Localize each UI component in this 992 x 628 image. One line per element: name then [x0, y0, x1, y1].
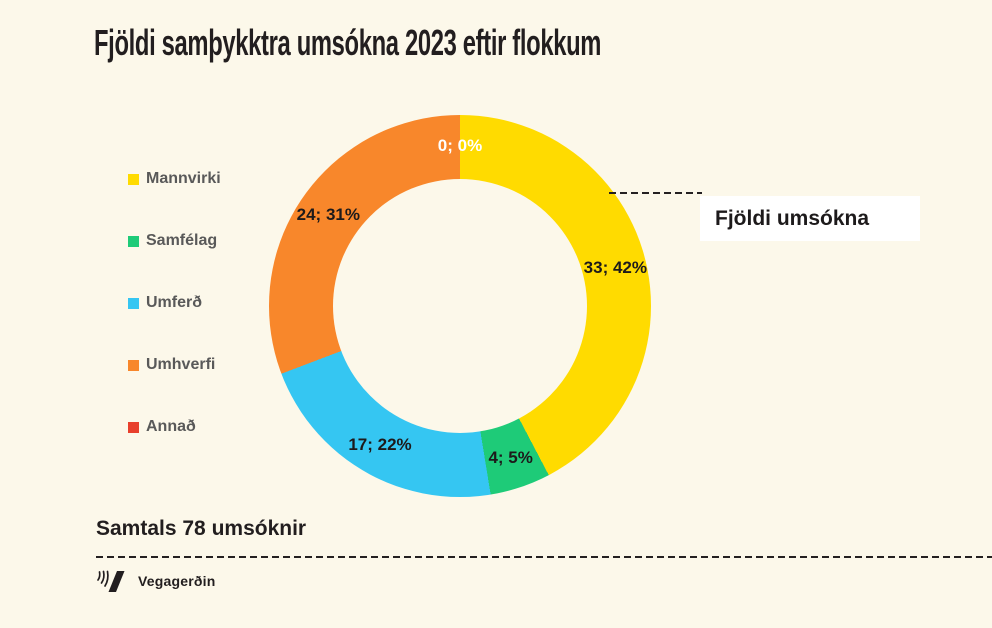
legend-item-annad: Annað [128, 418, 221, 435]
legend-label-annad: Annað [146, 418, 196, 435]
legend-swatch-umhverfi [128, 359, 139, 371]
legend-label-samfelag: Samfélag [146, 232, 218, 249]
legend-item-umhverfi: Umhverfi [128, 356, 221, 373]
legend-swatch-annad [128, 421, 139, 433]
slice-label-umferd: 17; 22% [348, 434, 412, 454]
legend-label-umhverfi: Umhverfi [146, 356, 216, 373]
footer-dash-line [96, 556, 992, 558]
legend-item-umferd: Umferð [128, 294, 221, 311]
total-label: Samtals 78 umsóknir [96, 517, 307, 540]
donut-hole [333, 179, 587, 433]
slice-label-annad: 0; 0% [437, 136, 483, 155]
legend-swatch-umferd [128, 297, 139, 309]
donut-ring [269, 115, 651, 497]
callout-box: Fjöldi umsókna [700, 196, 920, 241]
legend-item-samfelag: Samfélag [128, 232, 221, 249]
legend: Mannvirki Samfélag Umferð Umhverfi Annað [128, 170, 221, 435]
callout-label: Fjöldi umsókna [715, 206, 870, 230]
chart-title: Fjöldi samþykktra umsókna 2023 eftir flo… [94, 22, 602, 63]
vegagerdin-logo-icon [97, 570, 125, 592]
slice-label-umhverfi: 24; 31% [296, 205, 360, 225]
legend-swatch-samfelag [128, 235, 139, 247]
legend-swatch-mannvirki [128, 173, 139, 185]
callout-dash-line [609, 192, 702, 194]
legend-label-umferd: Umferð [146, 294, 203, 311]
slice-label-samfelag: 4; 5% [488, 447, 533, 467]
vegagerdin-logo-text: Vegagerðin [138, 573, 216, 589]
legend-label-mannvirki: Mannvirki [146, 170, 221, 187]
legend-item-mannvirki: Mannvirki [128, 170, 221, 187]
vegagerdin-logo: Vegagerðin [96, 570, 215, 592]
slice-label-mannvirki: 33; 42% [583, 257, 648, 277]
